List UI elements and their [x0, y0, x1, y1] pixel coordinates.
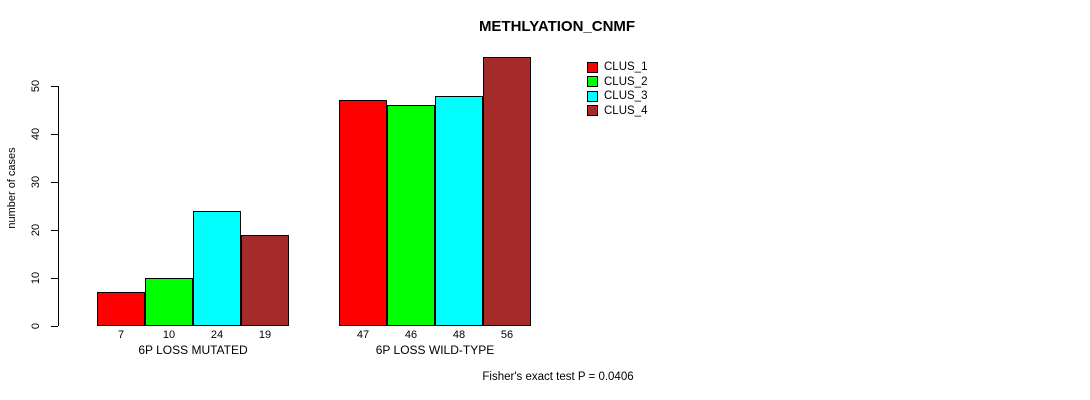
bar-value-label: 7 [117, 329, 125, 341]
bar-value-label: 56 [500, 329, 514, 341]
bar-clus_4-group2 [483, 57, 531, 326]
legend-item-clus_4: CLUS_4 [587, 105, 647, 118]
legend-swatch-icon [587, 76, 598, 88]
legend-swatch-icon [587, 105, 598, 117]
y-tick-label: 0 [30, 322, 42, 330]
bar-value-label: 46 [404, 329, 418, 341]
legend-label: CLUS_4 [604, 104, 648, 117]
bar-value-label: 10 [162, 329, 176, 341]
y-tick-label: 50 [30, 79, 42, 93]
legend-item-clus_1: CLUS_1 [587, 61, 647, 74]
bar-value-label: 48 [452, 329, 466, 341]
legend: CLUS_1 CLUS_2 CLUS_3 CLUS_4 [587, 61, 647, 117]
y-tick [51, 134, 58, 135]
legend-item-clus_2: CLUS_2 [587, 76, 647, 89]
legend-label: CLUS_1 [604, 61, 648, 74]
legend-swatch-icon [587, 61, 598, 73]
stat-annotation: Fisher's exact test P = 0.0406 [482, 371, 634, 383]
group-label-1: 6P LOSS MUTATED [138, 343, 248, 357]
group-label-2: 6P LOSS WILD-TYPE [375, 343, 495, 357]
bar-clus_2-group1 [145, 278, 193, 326]
y-tick-label: 20 [30, 223, 42, 237]
bar-clus_1-group1 [97, 292, 145, 326]
bar-clus_1-group2 [339, 100, 387, 326]
bar-value-label: 19 [258, 329, 272, 341]
bar-clus_4-group1 [241, 234, 289, 326]
legend-label: CLUS_2 [604, 75, 648, 88]
bar-clus_2-group2 [387, 105, 435, 326]
y-tick [51, 326, 58, 327]
legend-swatch-icon [587, 90, 598, 102]
legend-label: CLUS_3 [604, 90, 648, 103]
bar-clus_3-group1 [193, 210, 241, 326]
bar-clus_3-group2 [435, 95, 483, 326]
y-axis [58, 86, 59, 326]
y-tick-label: 40 [30, 127, 42, 141]
y-tick [51, 278, 58, 279]
legend-item-clus_3: CLUS_3 [587, 90, 647, 103]
y-axis-label: number of cases [6, 147, 18, 229]
bar-value-label: 47 [356, 329, 370, 341]
y-tick [51, 86, 58, 87]
y-tick [51, 182, 58, 183]
bar-value-label: 24 [210, 329, 224, 341]
y-tick-label: 10 [30, 271, 42, 285]
chart-title: METHLYATION_CNMF [478, 18, 636, 35]
y-tick [51, 230, 58, 231]
y-tick-label: 30 [30, 175, 42, 189]
